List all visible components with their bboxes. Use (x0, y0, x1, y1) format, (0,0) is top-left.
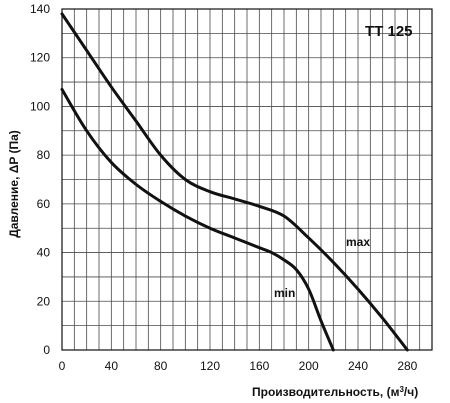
y-tick-label: 20 (37, 294, 51, 308)
grid (61, 8, 433, 351)
x-axis-title: Производительность, (м3/ч) (252, 385, 418, 400)
x-tick-label: 160 (249, 359, 269, 373)
series-line-max (60, 12, 409, 352)
x-tick-label: 120 (200, 359, 220, 373)
x-tick-label: 80 (154, 359, 168, 373)
y-tick-label: 120 (30, 51, 50, 65)
plot-frame (61, 8, 433, 351)
x-tick-label: 240 (348, 359, 368, 373)
chart-title: TT 125 (365, 23, 413, 40)
y-tick-label: 40 (37, 246, 51, 260)
series-label-min: min (274, 286, 295, 300)
series-line-min (60, 87, 335, 352)
y-tick-label: 0 (43, 343, 50, 357)
y-tick-label: 100 (30, 99, 50, 113)
y-tick-label: 80 (37, 148, 51, 162)
y-tick-label: 60 (37, 197, 51, 211)
x-tick-label: 200 (299, 359, 319, 373)
x-tick-label: 0 (59, 359, 66, 373)
curves (60, 12, 409, 352)
x-tick-label: 280 (397, 359, 417, 373)
series-label-max: max (346, 235, 370, 249)
x-tick-label: 40 (105, 359, 119, 373)
y-axis-title: Давление, ΔP (Па) (7, 130, 21, 238)
tick-labels: 0 40 80 120 160 200 240 280 0 20 40 60 80 100 120 140 (30, 2, 418, 373)
y-tick-label: 140 (30, 2, 50, 16)
